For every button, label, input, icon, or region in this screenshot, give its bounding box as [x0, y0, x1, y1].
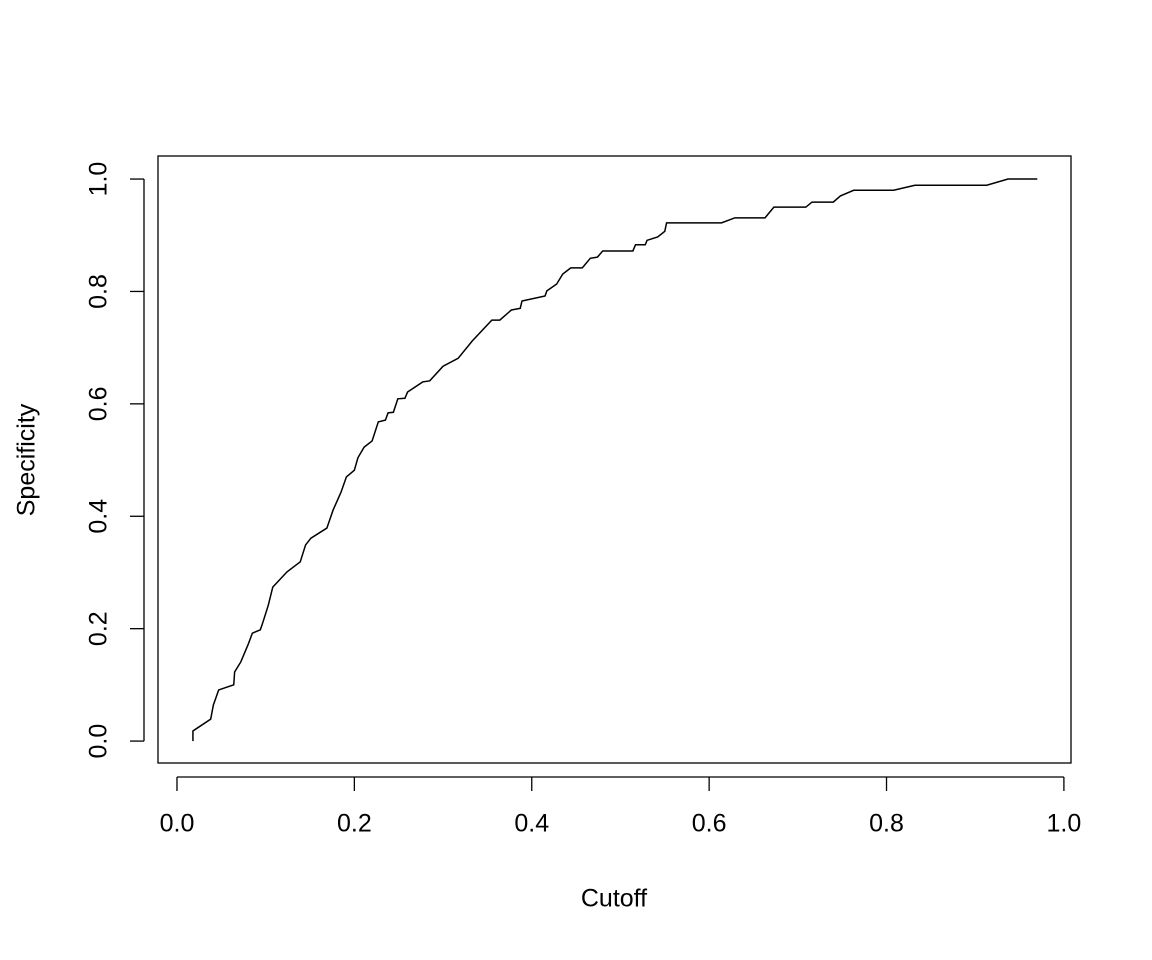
y-tick-label: 0.2 [85, 611, 113, 646]
y-tick-label: 1.0 [85, 162, 113, 197]
x-tick-label: 0.4 [514, 810, 549, 838]
y-tick-label: 0.0 [85, 724, 113, 759]
y-tick-label: 0.8 [85, 274, 113, 309]
y-tick-label: 0.6 [85, 386, 113, 421]
x-tick-label: 0.8 [869, 810, 904, 838]
x-tick-label: 0.6 [692, 810, 727, 838]
x-tick-label: 1.0 [1047, 810, 1082, 838]
data-line [192, 178, 1038, 742]
y-axis-label: Specificity [13, 403, 41, 516]
x-tick-label: 0.0 [160, 810, 195, 838]
x-axis-label: Cutoff [581, 885, 647, 913]
plot-frame [157, 155, 1072, 764]
y-tick-label: 0.4 [85, 499, 113, 534]
x-tick-label: 0.2 [337, 810, 372, 838]
